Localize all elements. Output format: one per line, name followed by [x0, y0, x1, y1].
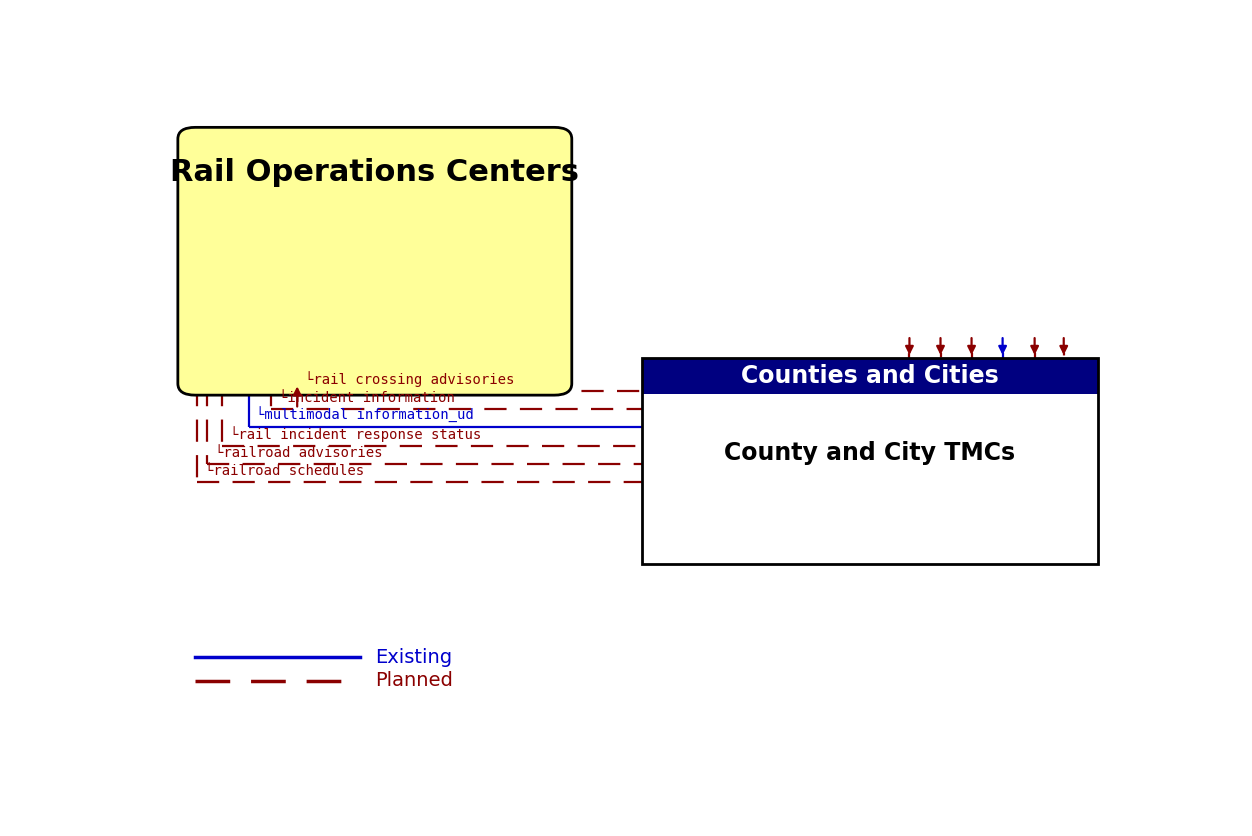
Text: └incident information: └incident information [279, 391, 454, 405]
Text: └railroad schedules: └railroad schedules [205, 464, 364, 478]
Text: Planned: Planned [374, 671, 453, 691]
Text: └rail crossing advisories: └rail crossing advisories [305, 371, 515, 387]
Text: Rail Operations Centers: Rail Operations Centers [170, 158, 580, 187]
Text: └rail incident response status: └rail incident response status [230, 426, 482, 442]
FancyBboxPatch shape [178, 127, 572, 395]
Bar [641, 358, 1098, 563]
Text: └railroad advisories: └railroad advisories [215, 446, 382, 460]
Text: Counties and Cities: Counties and Cities [741, 364, 999, 388]
Text: └multimodal information_ud: └multimodal information_ud [257, 407, 475, 423]
Text: County and City TMCs: County and City TMCs [724, 441, 1015, 466]
Bar [641, 394, 1098, 563]
Bar [641, 358, 1098, 394]
Text: Existing: Existing [374, 648, 452, 666]
